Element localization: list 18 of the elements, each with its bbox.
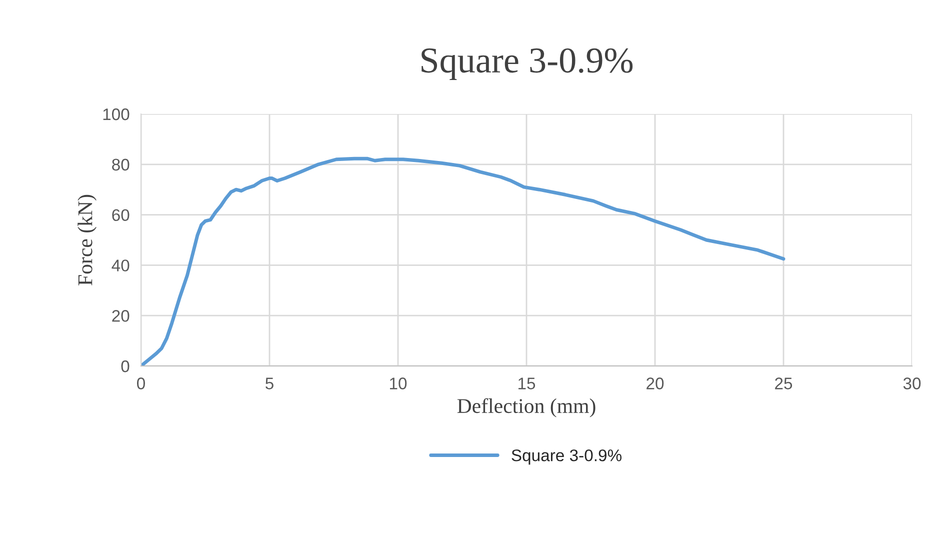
line-series [141, 156, 786, 366]
x-tick-label: 0 [137, 378, 145, 390]
x-tick-label: 15 [518, 378, 536, 390]
x-tick-label: 20 [646, 378, 664, 390]
x-tick-label: 25 [775, 378, 792, 390]
y-tick-label: 0 [121, 360, 130, 372]
y-tick-label: 80 [112, 158, 130, 171]
y-tick-label: 20 [112, 310, 130, 322]
x-tick-label: 5 [266, 378, 274, 390]
x-axis-title: Deflection (mm) [457, 398, 596, 418]
y-tick-label: 60 [112, 209, 130, 222]
y-axis-title: Force (kN) [78, 194, 97, 286]
legend-label: Square 3-0.9% [512, 449, 622, 465]
x-tick-label: 10 [390, 378, 407, 390]
x-tick-label: 30 [903, 378, 921, 390]
y-tick-label: 100 [103, 108, 130, 120]
y-tick-label: 40 [112, 260, 130, 272]
chart-title: Square 3-0.9% [422, 48, 633, 80]
